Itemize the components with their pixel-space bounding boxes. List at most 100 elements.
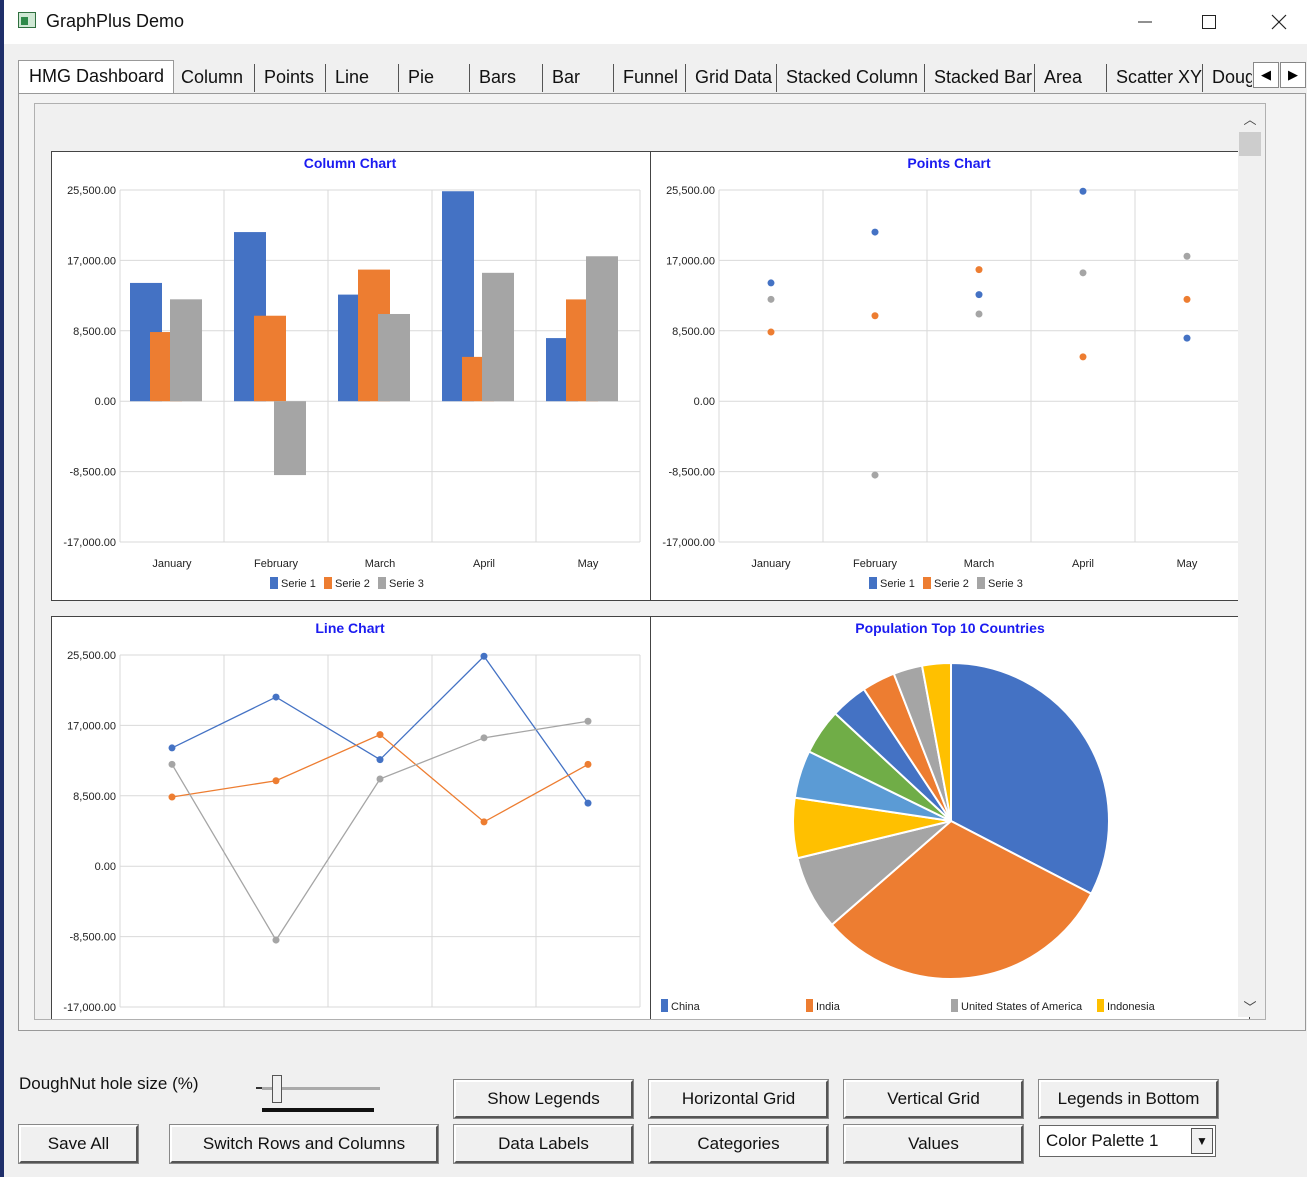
tab-points[interactable]: Points (258, 64, 326, 92)
dropdown-arrow-icon[interactable]: ▼ (1191, 1128, 1213, 1154)
legend-swatch (661, 999, 668, 1012)
points-chart: Points Chart 25,500.00 17,000.00 8,500.00 0.… (650, 151, 1250, 601)
close-button[interactable] (1244, 0, 1307, 44)
data-point (168, 760, 176, 768)
hole-size-slider[interactable] (262, 1087, 380, 1090)
data-point (376, 775, 384, 783)
vertical-grid-button[interactable]: Vertical Grid (843, 1079, 1024, 1119)
categories-button[interactable]: Categories (648, 1124, 829, 1164)
legend-swatch (270, 577, 278, 589)
bar (482, 272, 514, 402)
chevron-up-icon: ︿ (1243, 111, 1257, 127)
y-tick-label: 17,000.00 (67, 255, 116, 267)
desktop-edge (0, 0, 4, 1177)
tab-bar[interactable]: Bar (546, 64, 614, 92)
data-point (584, 760, 592, 768)
horizontal-grid-button[interactable]: Horizontal Grid (648, 1079, 829, 1119)
tab-scroll-right-button[interactable]: ▶ (1280, 62, 1306, 88)
switch-rows-columns-button[interactable]: Switch Rows and Columns (169, 1124, 439, 1164)
y-tick-label: -17,000.00 (63, 537, 116, 549)
x-tick-label: May (578, 558, 599, 570)
data-point (168, 744, 176, 752)
legend-swatch (806, 999, 813, 1012)
legend-swatch (869, 577, 877, 589)
y-tick-label: 8,500.00 (672, 326, 715, 338)
chart-title: Population Top 10 Countries (855, 620, 1045, 636)
tab-scatter-xy[interactable]: Scatter XY (1110, 64, 1203, 92)
chart-title: Line Chart (315, 620, 385, 636)
legend-swatch (378, 577, 386, 589)
y-tick-label: 25,500.00 (67, 185, 116, 197)
tab-pie[interactable]: Pie (402, 64, 470, 92)
x-tick-label: April (1072, 558, 1094, 570)
app-icon (18, 12, 36, 28)
pie-slice (920, 661, 952, 822)
maximize-button[interactable] (1174, 0, 1244, 44)
data-point (376, 756, 384, 764)
y-tick-label: -8,500.00 (70, 932, 116, 944)
y-tick-label: 25,500.00 (666, 185, 715, 197)
tab-column[interactable]: Column (175, 64, 255, 92)
tab-area[interactable]: Area (1038, 64, 1107, 92)
y-tick-label: 0.00 (95, 396, 116, 408)
tab-hmg-dashboard[interactable]: HMG Dashboard (18, 60, 174, 94)
legend-label: China (671, 1001, 701, 1013)
data-point (584, 799, 592, 807)
bar (274, 401, 306, 476)
data-point (767, 295, 775, 303)
data-labels-button[interactable]: Data Labels (453, 1124, 634, 1164)
data-point (584, 717, 592, 725)
column-chart: Column Chart 25,500.00 17,000.00 8,500.00 0.… (51, 151, 651, 601)
pie-slice (830, 819, 1093, 980)
show-legends-button[interactable]: Show Legends (453, 1079, 634, 1119)
tab-doughnut[interactable]: Doug (1212, 67, 1252, 87)
title-bar: GraphPlus Demo (4, 0, 1307, 44)
legend-label: Serie 3 (389, 578, 424, 590)
hole-size-slider-thumb[interactable] (272, 1075, 282, 1103)
scroll-down-button[interactable]: ﹀ (1238, 994, 1262, 1018)
tab-stacked-column[interactable]: Stacked Column (780, 64, 925, 92)
tab-funnel[interactable]: Funnel (617, 64, 686, 92)
tab-scroll-left-button[interactable]: ◀ (1253, 62, 1279, 88)
y-tick-label: -8,500.00 (70, 467, 116, 479)
data-point (168, 793, 176, 801)
legend-label: India (816, 1001, 841, 1013)
data-point (767, 328, 775, 336)
legend-swatch (951, 999, 958, 1012)
legend-label: Serie 1 (880, 578, 915, 590)
scrollbar-thumb[interactable] (1239, 132, 1261, 156)
data-point (480, 818, 488, 826)
bar (586, 256, 618, 402)
data-point (975, 310, 983, 318)
data-point (272, 936, 280, 944)
vertical-scrollbar[interactable] (1238, 104, 1262, 1017)
bar (254, 315, 286, 402)
y-tick-label: 0.00 (95, 861, 116, 873)
minimize-button[interactable] (1110, 0, 1180, 44)
window-title: GraphPlus Demo (46, 11, 185, 31)
legend-swatch (1097, 999, 1104, 1012)
y-tick-label: 8,500.00 (73, 326, 116, 338)
color-palette-select[interactable]: Color Palette 1 ▼ (1039, 1125, 1216, 1157)
tab-grid-data[interactable]: Grid Data (689, 64, 777, 92)
legends-in-bottom-button[interactable]: Legends in Bottom (1038, 1079, 1219, 1119)
values-button[interactable]: Values (843, 1124, 1024, 1164)
tab-stacked-bar[interactable]: Stacked Bar (928, 64, 1035, 92)
data-point (975, 291, 983, 299)
tab-bars[interactable]: Bars (473, 64, 543, 92)
save-all-button[interactable]: Save All (18, 1124, 139, 1164)
data-point (480, 734, 488, 742)
minimize-icon (1138, 21, 1152, 23)
series-line (171, 720, 589, 942)
chart-title: Points Chart (907, 155, 991, 171)
triangle-left-icon: ◀ (1261, 67, 1271, 82)
x-tick-label: February (254, 558, 299, 570)
data-point (1079, 353, 1087, 361)
legend-label: Serie 1 (281, 578, 316, 590)
data-point (1079, 187, 1087, 195)
tab-line[interactable]: Line (329, 64, 399, 92)
x-tick-label: March (365, 558, 396, 570)
y-tick-label: 0.00 (694, 396, 715, 408)
scroll-up-button[interactable]: ︿ (1238, 106, 1262, 130)
y-tick-label: 17,000.00 (666, 255, 715, 267)
